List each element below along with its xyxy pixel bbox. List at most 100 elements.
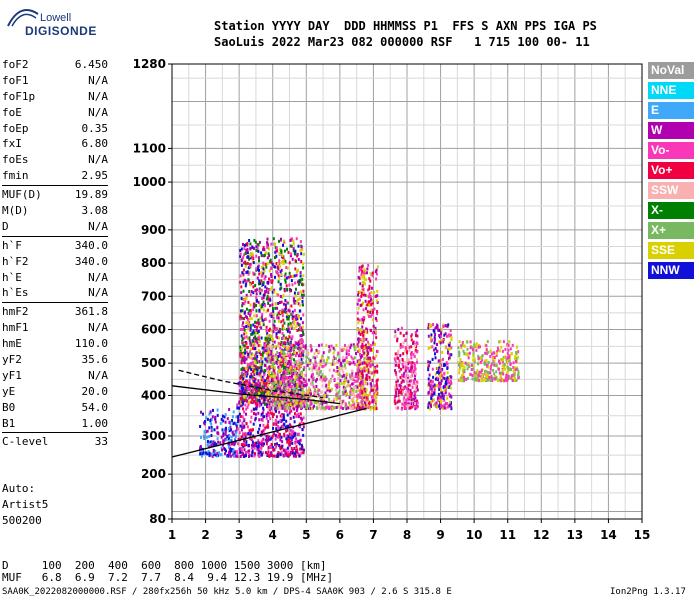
- echo-point: [394, 330, 397, 334]
- echo-point: [281, 414, 283, 418]
- echo-point: [289, 343, 292, 347]
- echo-point: [364, 398, 367, 402]
- echo-point: [300, 375, 303, 379]
- echo-point: [277, 274, 280, 278]
- echo-point: [440, 368, 443, 372]
- echo-point: [371, 395, 374, 399]
- echo-point: [289, 322, 292, 326]
- echo-point: [249, 347, 252, 351]
- echo-point: [304, 384, 307, 387]
- echo-point: [267, 252, 270, 256]
- echo-point: [212, 408, 214, 412]
- echo-point: [280, 445, 283, 449]
- y-tick-label: 500: [141, 356, 166, 370]
- echo-point: [404, 376, 407, 380]
- echo-point: [249, 311, 252, 315]
- echo-point: [284, 357, 287, 361]
- param-label: h`F: [2, 238, 22, 252]
- echo-point: [295, 342, 298, 346]
- echo-point: [297, 404, 300, 408]
- echo-point: [268, 407, 271, 411]
- echo-point: [410, 356, 413, 360]
- echo-point: [272, 412, 275, 416]
- echo-point: [245, 422, 248, 425]
- echo-point: [432, 323, 435, 326]
- echo-point: [302, 353, 305, 357]
- echo-point: [463, 368, 466, 372]
- echo-point: [285, 284, 288, 288]
- echo-point: [297, 313, 300, 317]
- echo-point: [500, 345, 503, 349]
- echo-point: [224, 413, 227, 417]
- echo-point: [351, 371, 354, 375]
- echo-point: [249, 309, 252, 312]
- echo-point: [278, 262, 281, 265]
- echo-point: [281, 331, 284, 335]
- echo-point: [473, 370, 476, 374]
- echo-point: [298, 379, 301, 383]
- echo-point: [242, 396, 245, 400]
- echo-point: [355, 407, 358, 411]
- echo-point: [363, 387, 366, 391]
- echo-point: [371, 378, 374, 382]
- echo-point: [487, 371, 490, 375]
- echo-point: [360, 380, 363, 384]
- echo-point: [267, 302, 270, 305]
- echo-point: [344, 388, 347, 392]
- echo-point: [248, 378, 251, 382]
- echo-point: [274, 437, 277, 441]
- echo-point: [249, 293, 252, 297]
- echo-point: [260, 251, 263, 255]
- echo-point: [260, 254, 263, 257]
- echo-point: [396, 339, 399, 343]
- echo-point: [472, 358, 475, 362]
- echo-point: [250, 372, 253, 376]
- echo-point: [299, 248, 302, 252]
- echo-point: [217, 453, 220, 457]
- echo-point: [281, 259, 284, 263]
- echo-point: [281, 314, 284, 318]
- echo-point: [338, 357, 341, 361]
- echo-point: [211, 415, 214, 419]
- echo-point: [270, 261, 273, 265]
- echo-point: [287, 380, 290, 384]
- echo-point: [205, 430, 208, 434]
- echo-point: [403, 371, 406, 375]
- echo-point: [429, 387, 432, 391]
- echo-point: [363, 395, 366, 399]
- echo-point: [368, 295, 370, 299]
- echo-point: [373, 370, 376, 374]
- echo-point: [308, 386, 311, 390]
- echo-point: [241, 371, 244, 375]
- echo-point: [366, 395, 369, 399]
- echo-point: [359, 376, 362, 380]
- echo-point: [285, 409, 288, 413]
- echo-point: [295, 270, 298, 274]
- echo-point: [345, 352, 348, 356]
- echo-point: [434, 326, 437, 330]
- echo-point: [400, 391, 403, 395]
- echo-point: [291, 451, 294, 455]
- echo-point: [271, 303, 274, 307]
- echo-point: [259, 291, 262, 295]
- echo-point: [298, 340, 301, 344]
- echo-point: [295, 273, 298, 277]
- echo-point: [262, 348, 265, 352]
- echo-point: [428, 364, 431, 368]
- echo-point: [479, 356, 482, 360]
- echo-point: [260, 452, 263, 456]
- echo-point: [242, 256, 244, 260]
- echo-point: [301, 399, 304, 403]
- echo-point: [299, 338, 302, 342]
- echo-point: [375, 354, 378, 358]
- echo-point: [242, 380, 244, 384]
- echo-point: [220, 435, 223, 439]
- echo-point: [321, 379, 324, 383]
- echo-point: [237, 442, 240, 446]
- echo-point: [344, 390, 347, 394]
- echo-point: [266, 391, 269, 395]
- echo-point: [293, 431, 296, 435]
- echo-point: [351, 392, 354, 396]
- echo-point: [470, 363, 473, 367]
- echo-point: [469, 340, 472, 344]
